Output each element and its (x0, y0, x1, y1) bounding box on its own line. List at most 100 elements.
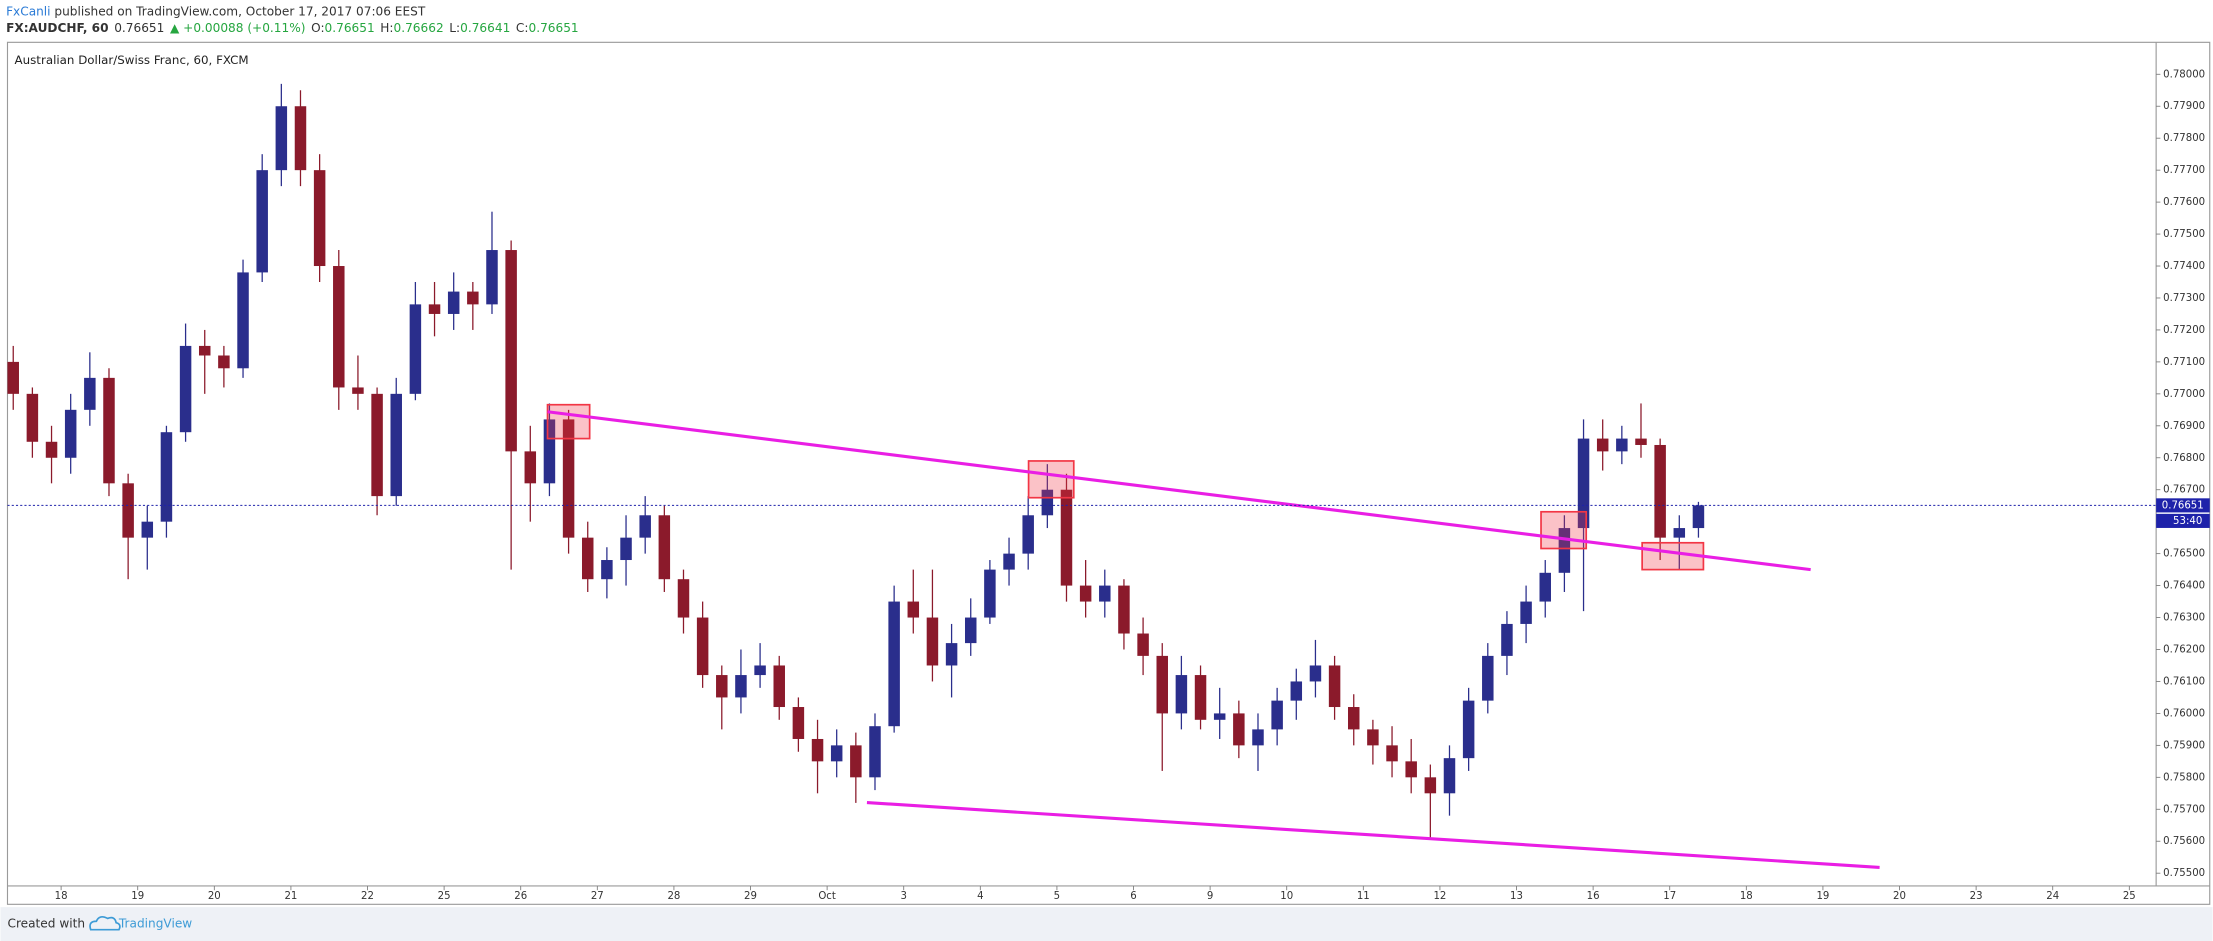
x-tick-label: 3 (900, 891, 906, 902)
x-tick-label: 20 (208, 891, 221, 902)
x-tick-label: 11 (1357, 891, 1370, 902)
y-tick-label: 0.77700 (2163, 165, 2205, 176)
x-tick-label: 21 (284, 891, 297, 902)
candle-body (428, 304, 441, 314)
highlight-box (1027, 460, 1075, 499)
y-tick-label: 0.76100 (2163, 676, 2205, 687)
candle-body (1424, 777, 1437, 794)
chart-title: Australian Dollar/Swiss Franc, 60, FXCM (15, 53, 249, 67)
candle-body (1482, 655, 1494, 701)
candle-body (639, 515, 651, 538)
candle-body (716, 675, 728, 698)
countdown-tag (2156, 513, 2210, 528)
candle-body (26, 393, 39, 442)
x-tick-label: 5 (1054, 891, 1060, 902)
candle-body (1386, 745, 1398, 762)
last-price-label: 0.76651 (2162, 500, 2204, 511)
candle-body (850, 745, 862, 778)
y-tick-label: 0.77400 (2163, 261, 2205, 272)
change: ▲ +0.00088 (+0.11%) (170, 21, 305, 35)
candle-body (352, 387, 364, 394)
candle-body (773, 665, 785, 708)
candle-body (1443, 758, 1456, 794)
x-tick-label: 22 (361, 891, 374, 902)
x-tick-label: 16 (1587, 891, 1600, 902)
candle-body (658, 515, 671, 580)
candle-body (945, 643, 958, 666)
x-tick-label: 13 (1510, 891, 1523, 902)
candle-body (1462, 700, 1475, 759)
y-tick-label: 0.77500 (2163, 229, 2205, 240)
candle-body (1501, 623, 1513, 656)
y-tick-label: 0.76200 (2163, 644, 2205, 655)
candle-body (562, 419, 575, 538)
x-tick-label: 18 (1740, 891, 1753, 902)
y-tick-label: 0.76500 (2163, 549, 2205, 560)
candle-body (1596, 438, 1609, 452)
x-tick-label: 26 (514, 891, 527, 902)
candle-body (1616, 438, 1628, 452)
x-tick-label: 12 (1433, 891, 1446, 902)
candle-body (888, 601, 900, 727)
candle-body (447, 291, 460, 314)
candle-body (926, 617, 939, 666)
candle-body (543, 419, 556, 484)
ohlc-value: 0.76651 (529, 21, 579, 35)
candle-body (1635, 438, 1647, 445)
x-tick-label: 6 (1130, 891, 1136, 902)
highlight-box (546, 403, 591, 440)
x-tick-label: 20 (1893, 891, 1906, 902)
y-tick-label: 0.76000 (2163, 708, 2205, 719)
publish-line: FxCanli published on TradingView.com, Oc… (6, 4, 426, 18)
chart-frame (6, 41, 2211, 905)
candle-body (984, 569, 996, 618)
y-tick-label: 0.77300 (2163, 293, 2205, 304)
ohlc-value: 0.76651 (325, 21, 375, 35)
x-tick-label: 4 (977, 891, 983, 902)
candle-body (1558, 528, 1571, 573)
candle-body (964, 617, 977, 644)
x-tick-label: 10 (1280, 891, 1293, 902)
y-tick-label: 0.75600 (2163, 836, 2205, 847)
ohlc-key: H: (380, 21, 393, 35)
x-tick-label: 25 (2123, 891, 2136, 902)
author: FxCanli (6, 4, 50, 18)
candle-body (1194, 675, 1207, 720)
candle-body (1405, 761, 1417, 778)
y-tick-label: 0.77800 (2163, 133, 2205, 144)
candle-body (1673, 528, 1686, 538)
candle-body (505, 250, 517, 452)
candle-body (830, 745, 843, 762)
y-tick-label: 0.77000 (2163, 389, 2205, 400)
countdown-label: 53:40 (2173, 516, 2202, 527)
y-tick-label: 0.76700 (2163, 485, 2205, 496)
ohlc-key: L: (449, 21, 460, 35)
candle-body (1003, 553, 1015, 570)
y-tick-label: 0.78000 (2163, 69, 2205, 80)
price: 0.76651 (114, 21, 164, 35)
last-price-tag (2156, 498, 2210, 513)
candle-body (160, 432, 173, 522)
candle-body (735, 675, 747, 698)
candle-body (677, 579, 690, 618)
x-tick-label: 29 (744, 891, 757, 902)
y-tick-label: 0.77100 (2163, 357, 2205, 368)
candle-body (122, 483, 134, 538)
candle-body (1175, 675, 1188, 714)
candle-body (409, 304, 422, 394)
candle-body (1271, 700, 1283, 730)
plot-area (7, 83, 2157, 869)
x-tick-label: 28 (667, 891, 680, 902)
candle-body (1309, 665, 1322, 682)
candle-body (218, 355, 230, 369)
candle-body (1347, 707, 1360, 730)
x-tick-label: 18 (55, 891, 68, 902)
candle-body (754, 665, 766, 676)
candle-body (1577, 438, 1590, 529)
candle-body (275, 106, 288, 171)
x-tick-label: 17 (1663, 891, 1676, 902)
symbol-line: FX:AUDCHF, 60 0.76651 ▲ +0.00088 (+0.11%) O… (6, 21, 579, 35)
candle-body (1156, 655, 1168, 714)
trendline (547, 410, 1811, 572)
symbol: FX:AUDCHF, 60 (6, 21, 108, 35)
